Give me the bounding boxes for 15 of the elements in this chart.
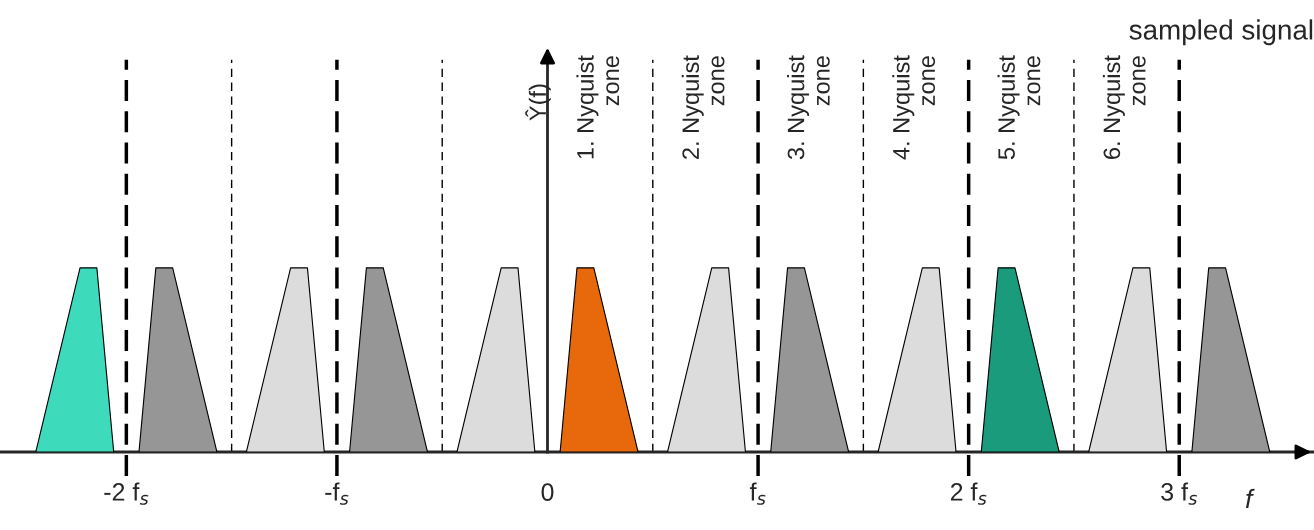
x-tick-label: 0 [541,483,554,501]
text: 1. Nyquist zone [576,55,620,159]
text: Ŷ(f) [525,84,551,121]
x-tick-label: 3 f$_{s}$ [1161,482,1198,505]
x-tick-label: -2 f$_{s}$ [104,482,149,505]
text: 5. Nyquist zone [997,55,1041,160]
x-tick-label: f$_{s}$ [749,482,766,505]
text: 6. Nyquist zone [1102,55,1146,159]
x-tick-label: -f$_{s}$ [325,482,349,505]
text: 4. Nyquist zone [892,55,936,160]
chart-title: sampled signal [1129,19,1313,46]
text: 3. Nyquist zone [787,55,830,160]
text: 2. Nyquist zone [681,55,725,159]
x-tick-label: 2 f$_{s}$ [950,482,987,505]
x-axis-title: f [1245,488,1255,508]
